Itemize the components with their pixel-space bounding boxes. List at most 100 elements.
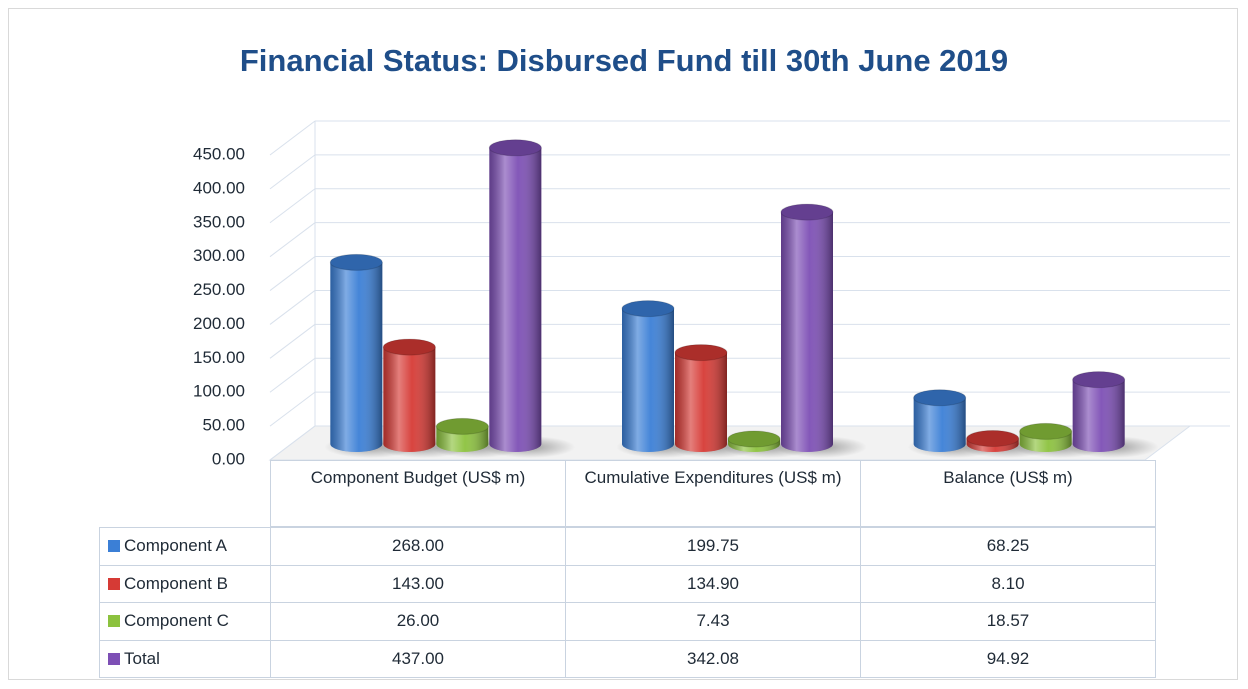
y-tick-label: 350.00 [193,212,245,231]
bar-top [913,389,967,407]
table-value: 7.43 [565,602,861,641]
table-value: 26.00 [270,602,566,641]
legend-key [108,652,120,665]
category-label: Component Budget (US$ m) [270,460,566,527]
table-value: 134.90 [565,564,861,603]
bar-top [674,344,728,362]
grid-line [269,222,1230,258]
bar-top-shade [781,204,833,221]
grid-line [269,289,1230,325]
y-tick-label: 100.00 [193,382,245,401]
bar-top-shade [489,139,542,156]
legend-label: Total [124,648,160,668]
bar-top-shade [675,344,727,361]
y-tick-label: 400.00 [193,178,245,197]
y-tick-label: 450.00 [193,144,245,163]
legend-label: Component B [124,573,228,593]
table-value: 342.08 [565,639,861,678]
bar [382,338,436,452]
bar-top [382,338,436,356]
bar [727,430,781,452]
y-tick-label: 150.00 [193,348,245,367]
bar [1019,422,1073,452]
grid-line [269,357,1230,393]
bar-top-shade [728,430,780,447]
y-tick-label: 0.00 [212,449,245,468]
grid-line [269,256,1230,291]
bar-top [435,417,489,435]
bar-top [1072,371,1126,389]
grid-line-side [269,323,316,359]
bar-body-shade [383,347,436,452]
legend-row-header: Component B [99,564,271,603]
bar-body-shade [622,308,674,452]
grid-line-side [269,154,316,190]
grid-line [269,188,1230,224]
bar [488,139,542,452]
legend-row-header: Component A [99,527,271,566]
bar-top-shade [966,430,1019,447]
table-value: 268.00 [270,527,566,566]
table-value: 94.92 [860,639,1156,678]
grid-line-side [269,425,316,461]
table-value: 68.25 [860,527,1156,566]
bar-top-shade [330,254,383,271]
y-tick-label: 200.00 [193,314,245,333]
bar-top [1019,422,1073,440]
legend-row-header: Total [99,639,271,678]
bar-top-shade [383,339,436,356]
bar-body-shade [781,212,833,452]
legend-key [108,577,120,590]
bar-body-shade [913,397,966,452]
bar [966,430,1020,452]
table-value: 8.10 [860,564,1156,603]
bar-top [727,430,781,448]
bar-body-shade [489,147,542,452]
grid-line-side [269,357,316,393]
bar [780,203,834,452]
bar [435,417,489,452]
bar-top [329,253,383,271]
category-label: Balance (US$ m) [860,460,1156,527]
y-tick-label: 50.00 [202,416,245,435]
bar [1072,371,1126,452]
grid-line [269,323,1230,359]
y-tick-label: 250.00 [193,280,245,299]
legend-label: Component C [124,611,229,631]
chart-title: Financial Status: Disbursed Fund till 30… [240,43,1008,78]
bar-top [621,300,675,318]
y-tick-label: 300.00 [193,246,245,265]
category-label: Cumulative Expenditures (US$ m) [565,460,861,527]
bar [674,344,728,452]
bar-top [780,203,834,221]
table-value: 143.00 [270,564,566,603]
bar-top-shade [1072,371,1125,388]
grid-line-side [269,391,316,427]
bar-top-shade [1019,423,1072,440]
grid-line-side [269,256,316,291]
legend-key [108,540,120,553]
bar-top-shade [436,418,489,435]
bar-body-shade [330,262,383,452]
bar-top-shade [622,300,674,317]
grid-line-side [269,188,316,224]
bar [621,300,675,452]
grid-line-side [269,120,316,156]
bar-top [488,139,542,157]
legend-row-header: Component C [99,602,271,641]
bar [913,389,967,452]
bar [329,253,383,452]
table-value: 18.57 [860,602,1156,641]
grid-line [269,154,1230,190]
legend-label: Component A [124,536,228,556]
table-value: 437.00 [270,639,566,678]
table-value: 199.75 [565,527,861,566]
grid-line [269,120,1230,156]
chart-frame [8,8,1238,680]
grid-line-side [269,290,316,325]
legend-key [108,615,120,628]
grid-line-side [269,222,316,258]
bar-top [966,430,1020,448]
bar-top-shade [913,389,966,406]
